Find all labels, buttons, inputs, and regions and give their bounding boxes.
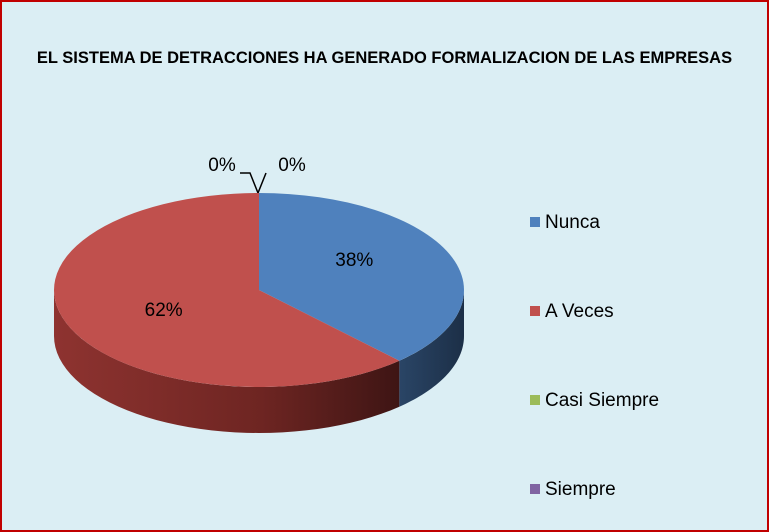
leader-line bbox=[257, 172, 267, 194]
slice bbox=[259, 193, 464, 361]
data-label: 0% bbox=[278, 155, 306, 176]
slice-sides bbox=[54, 290, 464, 433]
data-label: 0% bbox=[208, 155, 236, 176]
data-label: 38% bbox=[335, 250, 373, 271]
legend-label: A Veces bbox=[545, 301, 614, 322]
legend-label: Casi Siempre bbox=[545, 390, 659, 411]
legend-swatch bbox=[530, 306, 540, 316]
slice-side bbox=[54, 290, 400, 433]
legend-swatch bbox=[530, 395, 540, 405]
leader-line bbox=[240, 172, 259, 194]
legend-label: Siempre bbox=[545, 479, 616, 500]
chart-title: EL SISTEMA DE DETRACCIONES HA GENERADO F… bbox=[36, 49, 733, 67]
legend-swatch bbox=[530, 484, 540, 494]
slices bbox=[53, 193, 464, 387]
slice-side bbox=[399, 290, 464, 407]
slice bbox=[53, 193, 400, 387]
data-label: 62% bbox=[145, 300, 183, 321]
legend-label: Nunca bbox=[545, 212, 600, 233]
legend-swatch bbox=[530, 217, 540, 227]
